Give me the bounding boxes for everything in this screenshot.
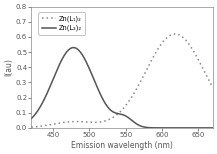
Y-axis label: I(au): I(au) [4, 58, 13, 76]
X-axis label: Emission wavelength (nm): Emission wavelength (nm) [71, 141, 173, 150]
Zn(L₁)₂ [30, 126, 33, 128]
Zn(L₂)₂ [136, 123, 138, 125]
Zn(L₁)₂ [146, 68, 148, 70]
Zn(L₂)₂ [140, 126, 143, 127]
Zn(L₂)₂ [146, 127, 148, 128]
Zn(L₂)₂ [72, 47, 75, 49]
Zn(L₂)₂ [30, 118, 33, 119]
Zn(L₂)₂ [212, 127, 214, 129]
Zn(L₁)₂ [41, 125, 44, 127]
Zn(L₁)₂ [174, 33, 176, 35]
Legend: Zn(L₁)₂, Zn(L₂)₂: Zn(L₁)₂, Zn(L₂)₂ [38, 12, 85, 35]
Line: Zn(L₂)₂: Zn(L₂)₂ [31, 48, 213, 128]
Zn(L₂)₂ [168, 127, 171, 129]
Zn(L₁)₂ [187, 42, 189, 44]
Zn(L₂)₂ [187, 127, 189, 129]
Zn(L₁)₂ [135, 88, 138, 89]
Zn(L₁)₂ [212, 87, 214, 88]
Line: Zn(L₁)₂: Zn(L₁)₂ [31, 34, 213, 127]
Zn(L₁)₂ [168, 35, 170, 37]
Zn(L₁)₂ [140, 79, 143, 81]
Zn(L₂)₂ [41, 102, 44, 104]
